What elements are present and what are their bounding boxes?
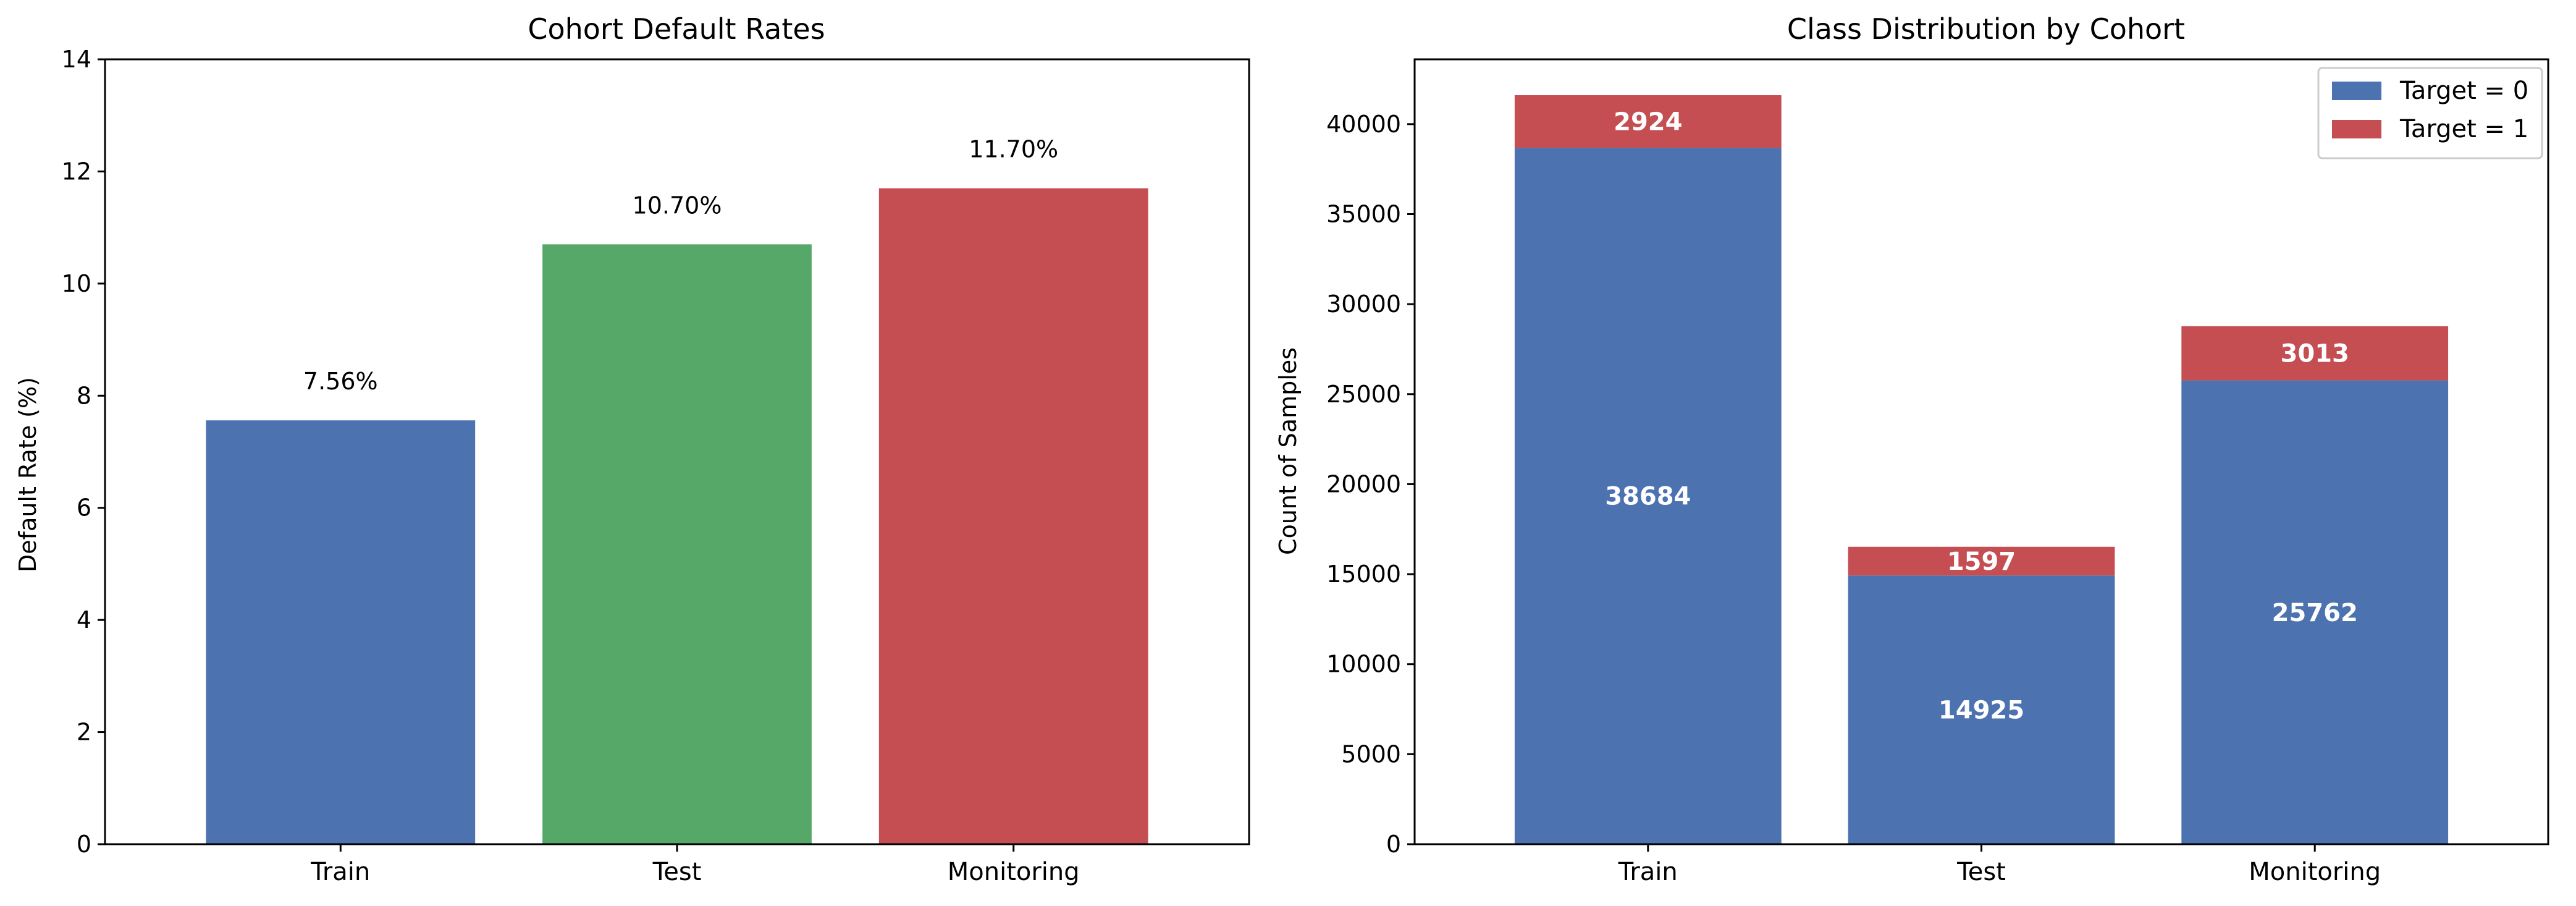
y-tick-label: 40000 bbox=[1326, 111, 1401, 138]
bars bbox=[206, 188, 1148, 845]
segment-value-label: 14925 bbox=[1938, 696, 2024, 725]
y-tick-label: 0 bbox=[77, 831, 91, 858]
y-axis-label: Default Rate (%) bbox=[14, 377, 41, 572]
bar-monitoring bbox=[878, 188, 1148, 845]
bar-train-target-0 bbox=[1514, 148, 1782, 844]
y-tick-label: 30000 bbox=[1326, 290, 1401, 318]
bar-test bbox=[542, 244, 812, 844]
legend-swatch-target-0 bbox=[2332, 82, 2381, 100]
x-tick-label: Monitoring bbox=[948, 858, 1080, 886]
x-tick-label: Test bbox=[1956, 858, 2006, 886]
x-tick-label: Train bbox=[310, 858, 370, 886]
y-tick-label: 10 bbox=[62, 270, 91, 297]
y-tick-label: 2 bbox=[77, 719, 91, 746]
y-tick-label: 15000 bbox=[1326, 561, 1401, 588]
bar-value-label: 11.70% bbox=[969, 136, 1058, 163]
y-tick-label: 20000 bbox=[1326, 470, 1401, 497]
bar-train bbox=[206, 420, 476, 844]
x-tick-label: Monitoring bbox=[2249, 858, 2381, 886]
x-axis-ticks: Train Test Monitoring bbox=[1618, 844, 2381, 886]
stacked-bars bbox=[1514, 95, 2449, 844]
y-tick-label: 0 bbox=[1386, 831, 1401, 858]
segment-value-label: 38684 bbox=[1605, 483, 1691, 511]
legend-swatch-target-1 bbox=[2332, 120, 2381, 138]
y-axis-ticks: 0 5000 10000 15000 20000 25000 30000 35000 40000 bbox=[1326, 111, 1415, 858]
plot-frame bbox=[104, 58, 1250, 845]
bar-test-target-0 bbox=[1848, 575, 2115, 844]
legend: Target = 0 Target = 1 bbox=[2317, 67, 2543, 159]
bar-monitoring-target-1 bbox=[2181, 326, 2449, 381]
segment-labels: 38684 2924 14925 1597 25762 3013 bbox=[1605, 108, 2358, 725]
y-tick-label: 8 bbox=[77, 382, 91, 409]
plot-frame bbox=[1413, 58, 2549, 845]
default-rate-chart: Cohort Default Rates Default Rate (%) 0 2… bbox=[14, 12, 1250, 886]
y-tick-label: 5000 bbox=[1341, 740, 1401, 768]
y-axis-ticks: 0 2 4 6 8 10 12 14 bbox=[62, 46, 105, 858]
chart-title: Cohort Default Rates bbox=[528, 12, 825, 46]
y-tick-label: 6 bbox=[77, 494, 91, 522]
class-distribution-chart: Class Distribution by Cohort Count of Sa… bbox=[1274, 12, 2549, 886]
y-axis-label: Count of Samples bbox=[1274, 347, 1302, 555]
legend-label-target-0: Target = 0 bbox=[2399, 77, 2528, 105]
segment-value-label: 2924 bbox=[1614, 108, 1682, 137]
bar-test-target-1 bbox=[1848, 546, 2115, 576]
data-labels: 7.56% 10.70% 11.70% bbox=[303, 136, 1058, 396]
y-tick-label: 12 bbox=[62, 158, 91, 185]
x-axis-ticks: Train Test Monitoring bbox=[310, 844, 1080, 886]
x-tick-label: Test bbox=[652, 858, 702, 886]
x-tick-label: Train bbox=[1618, 858, 1678, 886]
y-tick-label: 4 bbox=[77, 606, 91, 633]
chart-title: Class Distribution by Cohort bbox=[1787, 12, 2185, 46]
y-tick-label: 14 bbox=[62, 46, 91, 73]
bar-monitoring-target-0 bbox=[2181, 380, 2449, 844]
y-tick-label: 25000 bbox=[1326, 381, 1401, 408]
y-tick-label: 35000 bbox=[1326, 201, 1401, 228]
bar-value-label: 7.56% bbox=[303, 368, 378, 395]
bar-value-label: 10.70% bbox=[633, 192, 722, 219]
segment-value-label: 3013 bbox=[2281, 340, 2349, 368]
bar-train-target-1 bbox=[1514, 95, 1782, 148]
segment-value-label: 1597 bbox=[1947, 548, 2016, 576]
legend-label-target-1: Target = 1 bbox=[2399, 115, 2528, 143]
segment-value-label: 25762 bbox=[2272, 599, 2358, 627]
y-tick-label: 10000 bbox=[1326, 651, 1401, 678]
